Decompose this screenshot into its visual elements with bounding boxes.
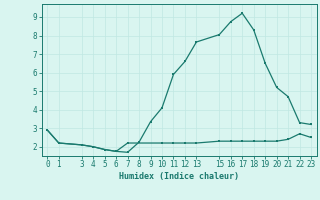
X-axis label: Humidex (Indice chaleur): Humidex (Indice chaleur) [119, 172, 239, 181]
